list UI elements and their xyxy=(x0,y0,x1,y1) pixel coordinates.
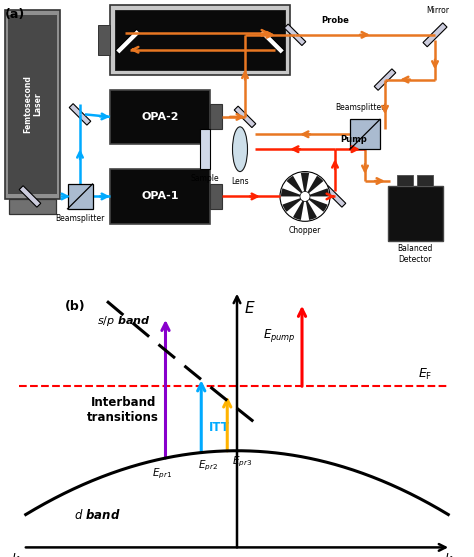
Bar xyxy=(110,5,290,75)
Bar xyxy=(110,169,210,224)
Text: $E$: $E$ xyxy=(244,300,255,316)
Bar xyxy=(5,10,60,199)
Bar xyxy=(350,119,380,149)
Bar xyxy=(200,129,210,169)
Wedge shape xyxy=(287,176,305,197)
Bar xyxy=(388,187,443,241)
Wedge shape xyxy=(301,173,309,197)
Text: $d$ band: $d$ band xyxy=(74,508,121,522)
Bar xyxy=(116,30,141,54)
Bar xyxy=(69,104,91,125)
Text: $E_{pump}$: $E_{pump}$ xyxy=(263,328,295,344)
Text: Pump: Pump xyxy=(340,135,367,144)
Text: Probe: Probe xyxy=(321,16,349,25)
Text: $E_{\mathrm{F}}$: $E_{\mathrm{F}}$ xyxy=(418,367,432,382)
Circle shape xyxy=(280,172,330,221)
Text: Beamsplitter: Beamsplitter xyxy=(335,104,385,113)
Bar xyxy=(8,15,57,194)
Bar xyxy=(234,106,256,128)
Text: Interband
transitions: Interband transitions xyxy=(87,397,159,424)
Bar xyxy=(397,174,413,187)
Bar xyxy=(210,105,222,129)
Text: Balanced
Detector: Balanced Detector xyxy=(397,244,433,263)
Wedge shape xyxy=(305,197,328,212)
Bar xyxy=(19,185,41,207)
Bar xyxy=(423,23,447,47)
Text: Chopper: Chopper xyxy=(289,226,321,235)
Text: OPA-1: OPA-1 xyxy=(141,192,179,202)
Text: $k_{\perp}$: $k_{\perp}$ xyxy=(11,551,27,557)
Bar xyxy=(417,174,433,187)
Text: ITT: ITT xyxy=(210,422,230,434)
Text: $E_{pr1}$: $E_{pr1}$ xyxy=(152,466,173,481)
Text: Femtosecond
Laser: Femtosecond Laser xyxy=(23,76,42,133)
Bar xyxy=(374,69,396,90)
Text: $E_{pr2}$: $E_{pr2}$ xyxy=(198,458,218,473)
Text: $s/p$ band: $s/p$ band xyxy=(97,314,151,328)
Text: Beamsplitter: Beamsplitter xyxy=(55,214,105,223)
Text: (a): (a) xyxy=(5,8,25,21)
Text: OPA-2: OPA-2 xyxy=(141,112,179,122)
Text: Sample: Sample xyxy=(191,174,219,183)
Text: Lens: Lens xyxy=(231,177,249,186)
Text: (b): (b) xyxy=(65,300,85,312)
Bar xyxy=(67,184,92,209)
Bar xyxy=(324,185,346,207)
Wedge shape xyxy=(305,188,329,197)
Wedge shape xyxy=(305,197,317,220)
Text: $k_{\parallel}$: $k_{\parallel}$ xyxy=(445,551,459,557)
Bar xyxy=(259,30,284,54)
Ellipse shape xyxy=(233,127,247,172)
Circle shape xyxy=(300,192,310,202)
Wedge shape xyxy=(305,176,323,197)
Text: $E_{pr3}$: $E_{pr3}$ xyxy=(232,455,252,470)
Bar xyxy=(98,25,110,55)
Wedge shape xyxy=(293,197,305,220)
Wedge shape xyxy=(281,188,305,197)
Bar xyxy=(210,184,222,209)
Bar xyxy=(9,199,56,214)
Text: Mirror: Mirror xyxy=(427,6,449,15)
Bar xyxy=(110,90,210,144)
Bar xyxy=(284,24,306,46)
Wedge shape xyxy=(283,197,305,212)
Bar xyxy=(115,10,285,70)
